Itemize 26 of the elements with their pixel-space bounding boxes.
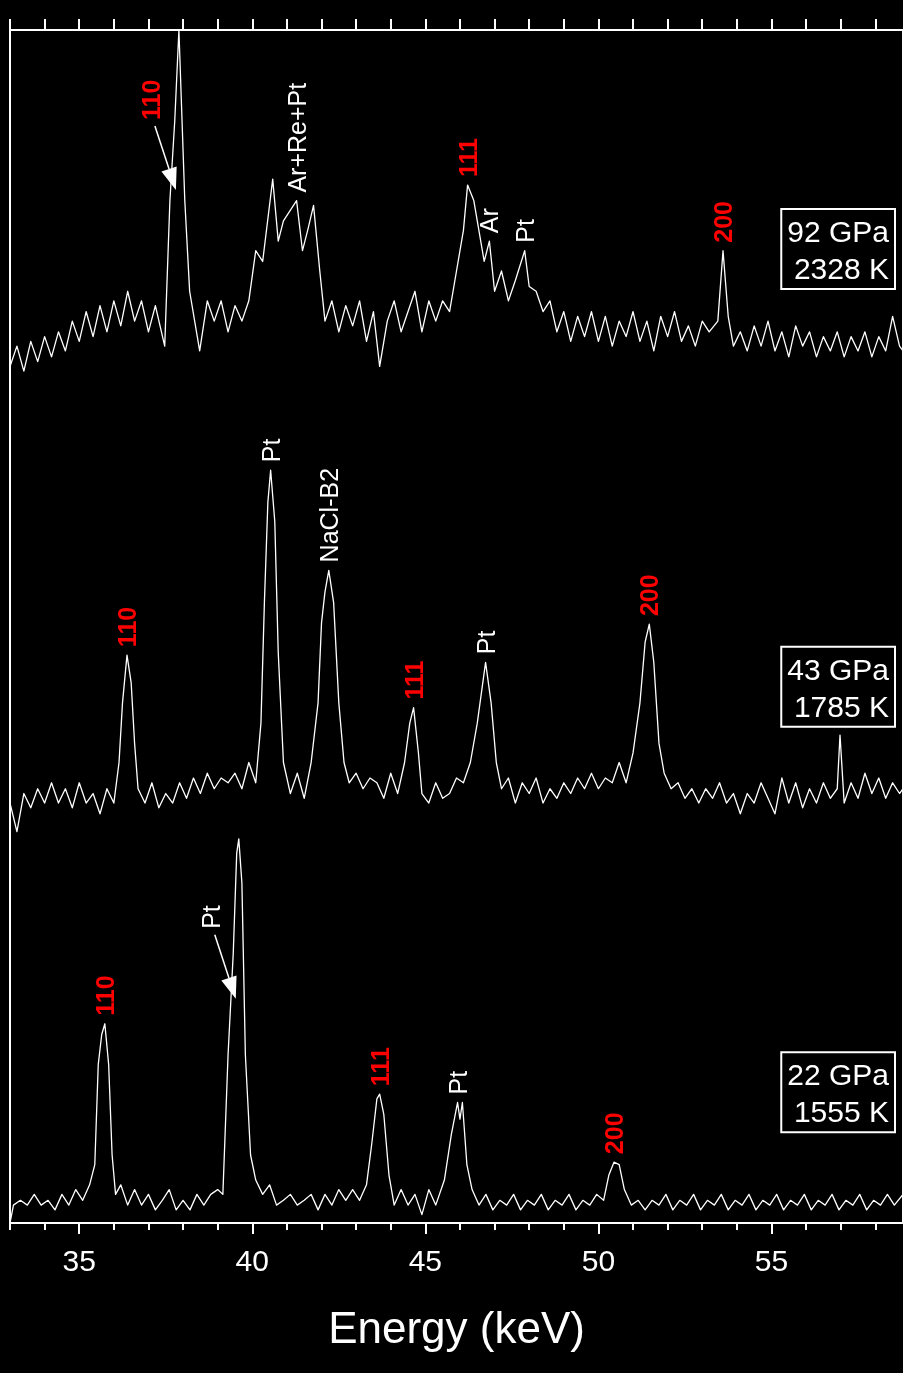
annotation: 111 <box>453 138 482 178</box>
annotation: Pt <box>196 905 225 929</box>
x-tick-label: 45 <box>408 1243 443 1277</box>
text: 22 GPa 1555 K <box>787 1058 890 1129</box>
x-tick-label: 50 <box>581 1243 616 1277</box>
annotation: 200 <box>599 1112 628 1155</box>
annotation: Pt <box>510 219 539 243</box>
annotation: Pt <box>256 438 285 463</box>
x-tick-label: 40 <box>235 1243 269 1277</box>
annotation: 110 <box>112 606 141 648</box>
annotation: Pt <box>471 630 500 655</box>
annotation: 110 <box>90 975 119 1016</box>
x-tick-label: 35 <box>62 1243 96 1277</box>
series-label: 43 GPa 1785 K <box>787 652 890 723</box>
annotation: Pt <box>443 1070 472 1095</box>
annotation: 200 <box>635 574 664 617</box>
annotation: NaCl-B2 <box>314 467 343 563</box>
annotation: 110 <box>136 79 165 120</box>
annotation: Ar+Re+Pt <box>282 82 311 193</box>
annotation: 200 <box>709 200 738 243</box>
annotation: 111 <box>399 660 428 700</box>
annotation: 111 <box>365 1047 394 1087</box>
annotation: Ar <box>475 208 504 234</box>
series-label: 92 GPa 2328 K <box>787 214 890 285</box>
x-axis-title: Energy (keV) <box>328 1302 585 1352</box>
x-tick-label: 55 <box>754 1243 789 1277</box>
